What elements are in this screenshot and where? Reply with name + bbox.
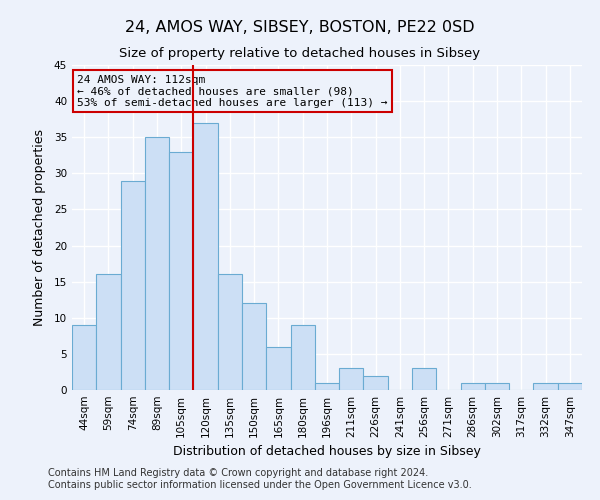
Bar (339, 368, 364, 390)
Bar (242, 304, 266, 390)
Bar (315, 383, 339, 390)
Bar (145, 137, 169, 390)
Bar (412, 368, 436, 390)
Text: Contains HM Land Registry data © Crown copyright and database right 2024.: Contains HM Land Registry data © Crown c… (48, 468, 428, 477)
Bar (218, 274, 242, 390)
Text: 24 AMOS WAY: 112sqm
← 46% of detached houses are smaller (98)
53% of semi-detach: 24 AMOS WAY: 112sqm ← 46% of detached ho… (77, 74, 388, 108)
Bar (193, 123, 218, 390)
Text: 24, AMOS WAY, SIBSEY, BOSTON, PE22 0SD: 24, AMOS WAY, SIBSEY, BOSTON, PE22 0SD (125, 20, 475, 35)
Bar (121, 180, 145, 390)
Text: Contains public sector information licensed under the Open Government Licence v3: Contains public sector information licen… (48, 480, 472, 490)
Bar (290, 325, 315, 390)
Bar (461, 383, 485, 390)
Bar (96, 274, 121, 390)
Bar (72, 325, 96, 390)
Bar (558, 383, 582, 390)
Bar (266, 346, 290, 390)
Bar (533, 383, 558, 390)
X-axis label: Distribution of detached houses by size in Sibsey: Distribution of detached houses by size … (173, 446, 481, 458)
Bar (364, 376, 388, 390)
Bar (485, 383, 509, 390)
Y-axis label: Number of detached properties: Number of detached properties (32, 129, 46, 326)
Text: Size of property relative to detached houses in Sibsey: Size of property relative to detached ho… (119, 48, 481, 60)
Bar (169, 152, 193, 390)
